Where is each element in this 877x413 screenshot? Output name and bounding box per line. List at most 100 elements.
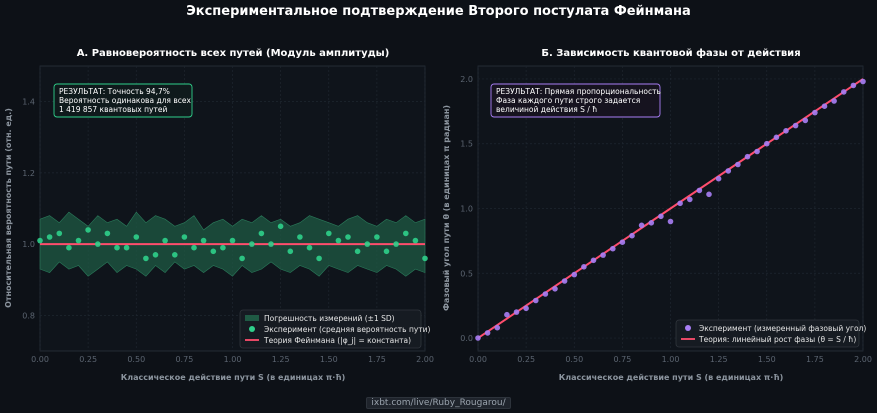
x-tick-label: 1.00 — [224, 355, 242, 364]
x-tick-label: 0.00 — [469, 355, 487, 364]
x-tick-label: 1.75 — [806, 355, 824, 364]
x-tick-label: 0.50 — [565, 355, 583, 364]
panel-b-y-ticks: 0.0 0.5 1.0 1.5 2.0 — [460, 75, 473, 343]
panel-a: А. Равновероятность всех путей (Модуль а… — [4, 48, 434, 382]
panel-a-x-axis-label: Классическое действие пути S (в единицах… — [121, 373, 346, 382]
data-point — [696, 187, 703, 194]
y-tick-label: 1.5 — [460, 140, 473, 149]
y-tick-label: 1.2 — [22, 169, 35, 178]
panel-b-annotation-line-1: РЕЗУЛЬТАТ: Прямая пропорциональность — [496, 87, 661, 96]
panel-a-annotation-line-3: 1 419 857 квантовых путей — [59, 105, 167, 114]
data-point — [229, 237, 236, 244]
data-point — [37, 237, 43, 244]
data-point — [677, 200, 683, 207]
data-point — [412, 237, 419, 244]
data-point — [667, 218, 674, 225]
data-point — [494, 324, 501, 331]
data-point — [123, 244, 130, 251]
x-tick-label: 0.75 — [613, 355, 631, 364]
data-point — [523, 305, 529, 312]
panel-a-annotation-line-2: Вероятность одинакова для всех — [59, 96, 191, 105]
data-point — [277, 223, 284, 230]
watermark: ixbt.com/live/Ruby_Rougarou/ — [0, 397, 877, 409]
x-tick-label: 1.75 — [368, 355, 386, 364]
x-tick-label: 1.25 — [272, 355, 290, 364]
data-point — [114, 244, 120, 251]
data-point — [56, 230, 63, 237]
data-point — [143, 255, 149, 262]
panel-a-y-axis-label: Относительная вероятность пути (отн. ед.… — [4, 108, 13, 308]
data-point — [354, 248, 361, 255]
data-point — [383, 248, 390, 255]
data-point — [152, 252, 159, 258]
data-point — [326, 230, 332, 237]
data-point — [831, 98, 837, 104]
data-point — [475, 335, 481, 341]
data-point — [316, 255, 322, 262]
panel-b-theory-layer — [477, 78, 864, 339]
x-tick-label: 0.25 — [79, 355, 97, 364]
y-tick-label: 2.0 — [460, 75, 473, 84]
data-point — [66, 244, 72, 251]
panel-b-title: Б. Зависимость квантовой фазы от действи… — [541, 47, 800, 59]
panel-a-title: А. Равновероятность всех путей (Модуль а… — [77, 48, 390, 59]
y-tick-label: 1.4 — [22, 98, 35, 107]
data-point — [181, 234, 188, 240]
data-point — [773, 134, 780, 141]
data-point — [172, 252, 178, 258]
panel-b-annotation-box — [490, 83, 661, 118]
data-point — [754, 148, 760, 155]
data-point — [735, 161, 741, 168]
data-point — [504, 311, 510, 318]
data-point — [258, 230, 265, 237]
data-point — [484, 330, 491, 336]
panel-a-y-ticks: 0.8 1.0 1.2 1.4 — [22, 98, 35, 321]
panel-a-annotation-box — [53, 83, 193, 118]
y-tick-label: 1.0 — [460, 205, 473, 214]
x-tick-label: 0.50 — [127, 355, 145, 364]
data-point — [725, 168, 732, 174]
x-tick-label: 2.00 — [416, 355, 434, 364]
panel-b-points-layer — [475, 78, 866, 341]
legend-experiment-label: Эксперимент (средняя вероятность пути) — [264, 325, 431, 334]
theory-line — [477, 78, 864, 339]
data-point — [200, 237, 207, 244]
data-point — [513, 309, 520, 315]
data-point — [287, 248, 294, 255]
x-tick-label: 1.00 — [662, 355, 680, 364]
data-point — [610, 245, 616, 252]
data-point — [658, 213, 664, 220]
data-point — [210, 248, 217, 255]
data-point — [403, 230, 409, 237]
data-point — [638, 222, 645, 229]
panel-b-legend-box — [675, 319, 860, 348]
data-point — [104, 230, 111, 237]
x-tick-label: 1.50 — [758, 355, 776, 364]
data-point — [422, 255, 428, 262]
data-point — [46, 234, 53, 240]
legend-error-band-label: Погрешность измерений (±1 SD) — [264, 314, 395, 323]
legend-linear-theory-label: Теория: линейный рост фазы (θ = S / ħ) — [698, 335, 856, 344]
data-point — [792, 122, 799, 129]
data-point — [533, 297, 539, 304]
data-point — [306, 244, 313, 251]
data-point — [335, 237, 342, 244]
figure-title: Экспериментальное подтверждение Второго … — [186, 4, 691, 19]
data-point — [345, 234, 351, 240]
data-point — [783, 128, 789, 134]
legend-theory-label: Теория Фейнмана (|φ_j| = константа) — [263, 336, 411, 345]
panel-b-legend: Эксперимент (измеренный фазовый угол) Те… — [675, 319, 866, 348]
panel-b-annotation: РЕЗУЛЬТАТ: Прямая пропорциональность Фаз… — [490, 83, 661, 118]
y-tick-label: 0.0 — [460, 334, 473, 343]
y-tick-label: 0.8 — [22, 311, 35, 320]
panel-a-x-ticks: 0.00 0.25 0.50 0.75 1.00 1.25 1.50 1.75 2.00 — [31, 355, 434, 364]
watermark-text: ixbt.com/live/Ruby_Rougarou/ — [366, 397, 511, 409]
legend-experiment-marker — [249, 326, 255, 332]
data-point — [841, 89, 847, 95]
x-tick-label: 0.25 — [517, 355, 535, 364]
x-tick-label: 0.00 — [31, 355, 49, 364]
data-point — [706, 191, 712, 198]
data-point — [85, 227, 91, 233]
data-point — [268, 241, 274, 247]
